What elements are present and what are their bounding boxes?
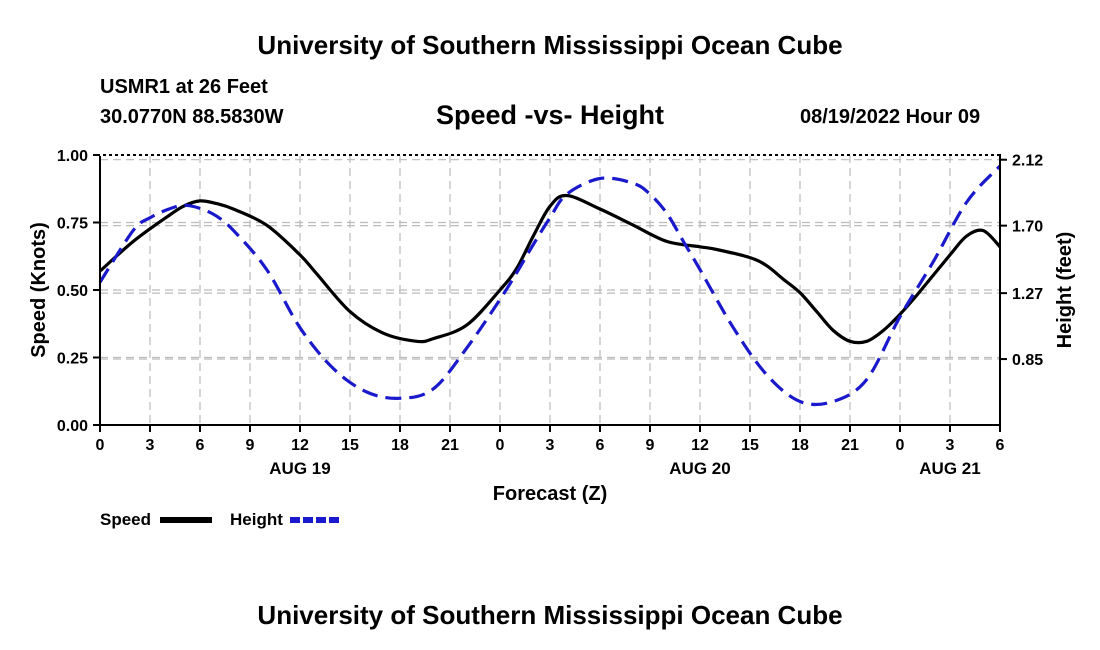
x-tick-label: 18 <box>791 437 809 454</box>
x-tick-label: 15 <box>341 437 359 454</box>
footer-title: University of Southern Mississippi Ocean… <box>257 600 843 630</box>
station-coordinates: 30.0770N 88.5830W <box>100 106 284 128</box>
series-speed-line <box>98 193 1002 345</box>
legend: Speed Height <box>100 510 342 529</box>
x-tick-label: 3 <box>946 437 955 454</box>
station-label: USMR1 at 26 Feet <box>100 76 268 98</box>
y2-tick-label: 1.27 <box>1012 286 1043 303</box>
y2-tick-label: 1.70 <box>1012 219 1043 236</box>
y-axis-label: Speed (Knots) <box>28 222 50 358</box>
x-tick-label: 3 <box>146 437 155 454</box>
y-tick-label: 0.00 <box>57 418 88 435</box>
x-tick-label: 0 <box>496 437 505 454</box>
y-tick-label: 0.50 <box>57 283 88 300</box>
forecast-date-hour: 08/19/2022 Hour 09 <box>800 106 981 128</box>
x-tick-label: 3 <box>546 437 555 454</box>
x-tick-label: 6 <box>596 437 605 454</box>
y2-tick-label: 0.85 <box>1012 352 1043 369</box>
axis-layer: 0 3 6 9 12 15 18 21 0 3 6 9 12 15 18 21 0 3 6 AUG 19 AUG 20 A… <box>57 148 1043 478</box>
day-label: AUG 20 <box>669 459 730 478</box>
chart-title: Speed -vs- Height <box>435 100 665 130</box>
grid-lines <box>100 155 1000 425</box>
x-tick-label: 12 <box>291 437 309 454</box>
y2-tick-label: 2.12 <box>1012 153 1043 170</box>
x-tick-label: 6 <box>196 437 205 454</box>
x-tick-label: 0 <box>896 437 905 454</box>
legend-height-label: Height <box>230 510 283 529</box>
x-tick-label: 9 <box>646 437 655 454</box>
series-height-line <box>98 164 1002 407</box>
y-tick-label: 1.00 <box>57 148 88 165</box>
x-axis-label: Forecast (Z) <box>493 483 607 505</box>
x-tick-label: 12 <box>691 437 709 454</box>
x-tick-label: 18 <box>391 437 409 454</box>
series-layer <box>98 164 1002 407</box>
day-label: AUG 19 <box>269 459 330 478</box>
y-tick-label: 0.25 <box>57 351 88 368</box>
x-tick-label: 21 <box>841 437 859 454</box>
x-tick-label: 15 <box>741 437 759 454</box>
speed-height-chart: 0 3 6 9 12 15 18 21 0 3 6 9 12 15 18 21 0 3 6 AUG 19 AUG 20 A… <box>28 148 1076 529</box>
y-tick-label: 0.75 <box>57 216 88 233</box>
x-tick-label: 9 <box>246 437 255 454</box>
day-label: AUG 21 <box>919 459 980 478</box>
x-tick-label: 0 <box>96 437 105 454</box>
x-tick-label: 21 <box>441 437 459 454</box>
x-tick-label: 6 <box>996 437 1005 454</box>
legend-speed-label: Speed <box>100 510 151 529</box>
y2-axis-label: Height (feet) <box>1054 232 1076 349</box>
main-title: University of Southern Mississippi Ocean… <box>257 30 843 60</box>
